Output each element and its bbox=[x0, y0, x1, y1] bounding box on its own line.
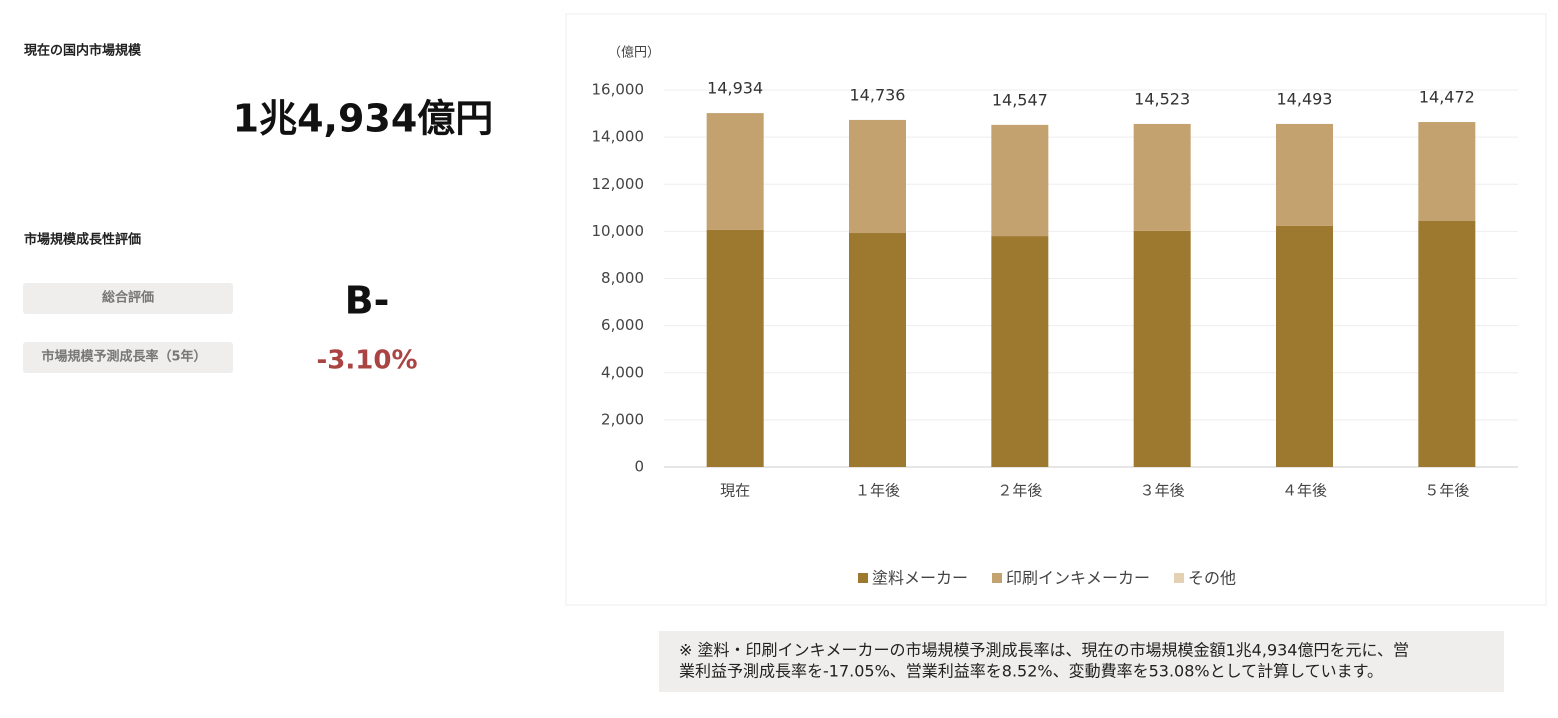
x-tick-label: ５年後 bbox=[1424, 482, 1469, 500]
growth-rate: -3.10% bbox=[317, 346, 418, 376]
x-tick-label: ３年後 bbox=[1140, 482, 1185, 500]
total-label: 14,736 bbox=[850, 85, 906, 104]
bar-segment bbox=[1133, 230, 1191, 467]
legend-label: 印刷インキメーカー bbox=[1006, 569, 1150, 588]
bar-segment bbox=[1276, 123, 1333, 226]
bar-segment bbox=[1276, 225, 1333, 467]
bar-segment bbox=[706, 229, 764, 467]
row-label: 市場規模予測成長率（5年） bbox=[41, 349, 206, 365]
legend-label: 塗料メーカー bbox=[872, 569, 968, 588]
y-tick-label: 4,000 bbox=[601, 363, 644, 381]
market-size-label: 現在の国内市場規模 bbox=[24, 43, 142, 59]
note-box bbox=[659, 631, 1504, 692]
legend-swatch bbox=[992, 573, 1003, 583]
total-label: 14,523 bbox=[1134, 89, 1190, 108]
bar-segment bbox=[849, 233, 906, 467]
y-tick-label: 2,000 bbox=[601, 410, 644, 428]
bar-segment bbox=[849, 119, 906, 234]
y-tick-label: 14,000 bbox=[592, 128, 645, 146]
total-label: 14,472 bbox=[1419, 88, 1475, 107]
total-label: 14,493 bbox=[1277, 89, 1333, 108]
bar-segment bbox=[1418, 122, 1476, 222]
y-unit: （億円） bbox=[608, 45, 660, 61]
y-tick-label: 8,000 bbox=[601, 269, 644, 287]
market-size-value: 1兆4,934億円 bbox=[233, 97, 494, 141]
y-tick-label: 16,000 bbox=[592, 81, 645, 99]
total-label: 14,934 bbox=[707, 79, 763, 98]
x-tick-label: １年後 bbox=[855, 482, 900, 500]
row-label: 総合評価 bbox=[102, 290, 154, 306]
y-tick-label: 6,000 bbox=[601, 316, 644, 334]
note-line: ※ 塗料・印刷インキメーカーの市場規模予測成長率は、現在の市場規模金額1兆4,9… bbox=[679, 641, 1409, 660]
row-label-box bbox=[23, 283, 233, 314]
y-tick-label: 10,000 bbox=[592, 222, 645, 240]
chart: （億円） 0 2,000 4,000 6,000 8,000 10,000 12,000 14… bbox=[592, 45, 1518, 588]
bar-segment bbox=[991, 236, 1049, 467]
legend-label: その他 bbox=[1188, 569, 1236, 588]
growth-label: 市場規模成長性評価 bbox=[24, 232, 141, 248]
legend-swatch bbox=[858, 573, 868, 583]
row-label-box bbox=[23, 342, 233, 373]
legend-swatch bbox=[1174, 573, 1185, 583]
note-line: 業利益予測成長率を-17.05%、営業利益率を8.52%、変動費率を53.08%… bbox=[679, 662, 1383, 681]
bar-segment bbox=[706, 113, 764, 230]
bar-segment bbox=[991, 124, 1049, 237]
x-tick-label: ４年後 bbox=[1282, 482, 1327, 500]
total-label: 14,547 bbox=[992, 90, 1048, 109]
y-tick-label: 12,000 bbox=[592, 175, 645, 193]
y-tick-label: 0 bbox=[634, 458, 644, 476]
x-tick-label: 現在 bbox=[720, 482, 750, 500]
overall-grade: B- bbox=[345, 279, 390, 323]
x-tick-label: ２年後 bbox=[997, 482, 1042, 500]
bar-segment bbox=[1133, 123, 1191, 231]
bar-segment bbox=[1418, 221, 1476, 467]
